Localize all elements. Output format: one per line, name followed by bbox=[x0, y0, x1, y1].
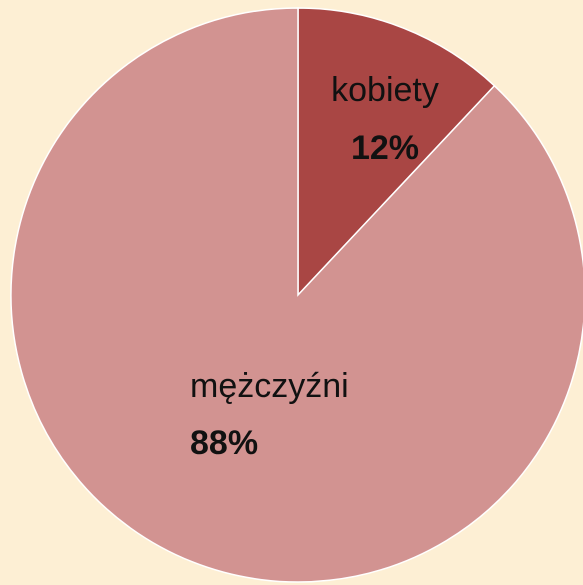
slice-label: kobiety bbox=[331, 71, 439, 109]
pie-slice bbox=[10, 7, 583, 583]
value-label: 12% bbox=[351, 129, 419, 167]
value-label: 88% bbox=[190, 424, 258, 462]
pie-slice bbox=[297, 7, 496, 297]
slice-label: mężczyźni bbox=[190, 367, 349, 405]
